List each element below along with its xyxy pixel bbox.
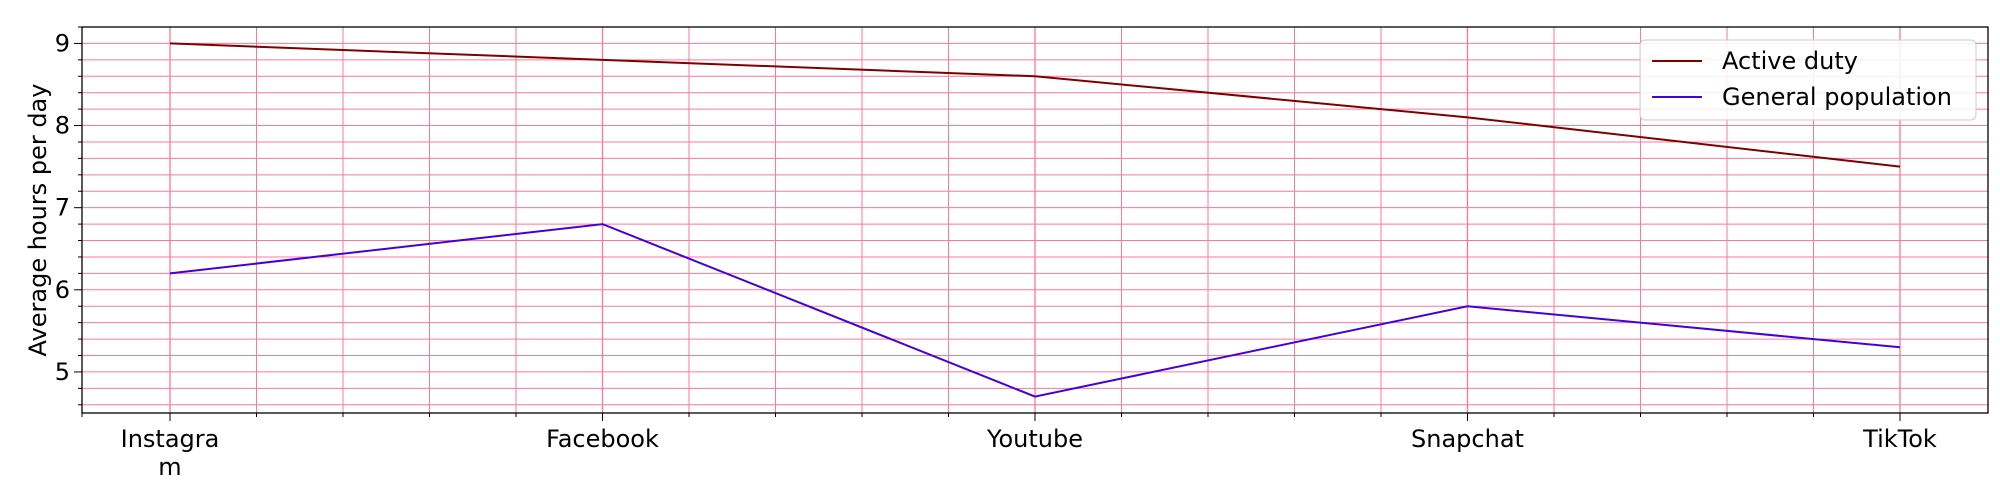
- x-tick-label: Instagra m: [121, 425, 220, 481]
- y-tick-label: 7: [55, 194, 70, 222]
- x-tick-label: Facebook: [546, 425, 659, 453]
- y-tick-label: 9: [55, 29, 70, 57]
- y-tick-label: 8: [55, 112, 70, 140]
- legend: Active duty General population: [1639, 39, 1977, 121]
- legend-label: Active duty: [1722, 47, 1858, 75]
- legend-label: General population: [1722, 83, 1952, 111]
- series-layer: [169, 42, 1901, 398]
- x-tick-label: TikTok: [1862, 425, 1937, 453]
- y-tick-label: 5: [55, 358, 70, 386]
- axes-layer: [74, 26, 1989, 421]
- legend-box: [1639, 39, 1977, 121]
- x-tick-label: Youtube: [986, 425, 1083, 453]
- y-axis-title: Average hours per day: [24, 84, 52, 357]
- ytick-labels: 5 6 7 8 9: [55, 29, 70, 386]
- y-tick-label: 6: [55, 276, 70, 304]
- x-tick-label: Snapchat: [1411, 425, 1524, 453]
- xtick-labels: Instagra m Facebook Youtube Snapchat TikTok: [121, 425, 1937, 481]
